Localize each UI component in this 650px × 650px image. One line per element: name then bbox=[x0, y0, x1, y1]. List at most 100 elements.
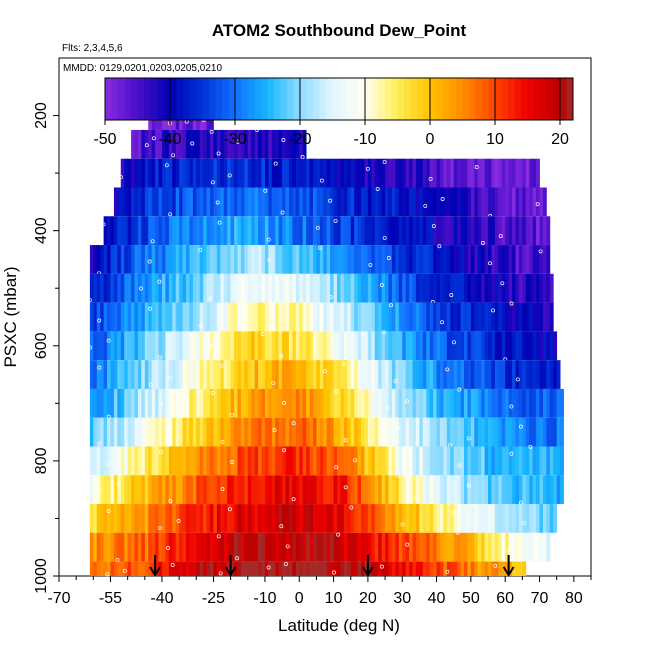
measurement-point bbox=[440, 320, 444, 325]
heatmap-cell bbox=[134, 245, 139, 274]
heatmap-cell bbox=[244, 216, 249, 246]
heatmap-cell bbox=[453, 331, 458, 361]
heatmap-cell bbox=[247, 417, 252, 447]
heatmap-cell bbox=[501, 158, 506, 188]
heatmap-cell bbox=[501, 273, 506, 303]
measurement-point bbox=[170, 562, 175, 567]
heatmap-cell bbox=[234, 388, 238, 418]
heatmap-cell bbox=[295, 158, 300, 188]
heatmap-cell bbox=[165, 273, 170, 303]
measurement-point bbox=[317, 245, 322, 250]
heatmap-cell bbox=[323, 561, 328, 576]
flights-label: Flts: 2,3,4,5,6 bbox=[62, 43, 123, 54]
heatmap-cell bbox=[330, 245, 334, 274]
heatmap-cell bbox=[275, 360, 280, 389]
heatmap-cell bbox=[137, 331, 142, 361]
heatmap-cell bbox=[470, 187, 475, 217]
heatmap-cell bbox=[385, 158, 389, 188]
heatmap-cell bbox=[179, 504, 183, 533]
heatmap-cell bbox=[398, 504, 403, 533]
heatmap-cell bbox=[488, 388, 492, 418]
heatmap-cell bbox=[501, 388, 506, 418]
heatmap-cell bbox=[275, 504, 280, 533]
heatmap-cell bbox=[419, 360, 424, 389]
heatmap-cell bbox=[446, 331, 451, 361]
heatmap-cell bbox=[474, 360, 479, 389]
heatmap-cell bbox=[395, 532, 400, 562]
measurement-point bbox=[168, 498, 173, 503]
heatmap-cell bbox=[542, 245, 547, 274]
heatmap-cell bbox=[474, 158, 479, 188]
heatmap-cell bbox=[251, 388, 256, 418]
heatmap-cell bbox=[185, 245, 190, 274]
heatmap-cell bbox=[539, 417, 544, 447]
heatmap-cell bbox=[354, 360, 358, 389]
measurement-point bbox=[328, 294, 333, 299]
heatmap-cell bbox=[288, 417, 293, 447]
heatmap-cell bbox=[285, 331, 290, 361]
heatmap-cell bbox=[443, 446, 448, 476]
heatmap-cell bbox=[179, 475, 183, 505]
heatmap-cell bbox=[467, 446, 472, 476]
heatmap-cell bbox=[484, 187, 489, 217]
heatmap-cell bbox=[254, 273, 259, 303]
heatmap-cell bbox=[113, 245, 118, 274]
heatmap-cell bbox=[367, 504, 372, 533]
heatmap-cell bbox=[124, 417, 129, 447]
heatmap-cell bbox=[395, 245, 400, 274]
heatmap-cell bbox=[367, 273, 372, 303]
heatmap-cell bbox=[213, 273, 218, 303]
heatmap-cell bbox=[539, 475, 544, 505]
heatmap-cell bbox=[261, 360, 266, 389]
heatmap-cell bbox=[213, 561, 218, 576]
heatmap-cell bbox=[271, 129, 276, 159]
heatmap-cell bbox=[144, 360, 149, 389]
heatmap-cell bbox=[350, 475, 355, 505]
heatmap-cell bbox=[120, 532, 125, 562]
measurement-point bbox=[431, 224, 436, 229]
heatmap-cell bbox=[158, 129, 163, 159]
heatmap-cell bbox=[234, 475, 238, 505]
colorbar-segment bbox=[111, 78, 119, 120]
heatmap-cell bbox=[144, 446, 149, 476]
measurement-point bbox=[176, 519, 181, 523]
heatmap-cell bbox=[371, 360, 376, 389]
measurement-point bbox=[445, 569, 450, 574]
heatmap-cell bbox=[330, 417, 334, 447]
heatmap-cell bbox=[302, 245, 307, 274]
heatmap-cell bbox=[378, 561, 383, 576]
heatmap-cell bbox=[453, 532, 458, 562]
colorbar-segment bbox=[417, 78, 424, 120]
heatmap-cell bbox=[347, 504, 352, 533]
heatmap-cell bbox=[439, 273, 444, 303]
measurement-point bbox=[271, 380, 276, 385]
heatmap-cell bbox=[258, 187, 262, 217]
heatmap-cell bbox=[172, 388, 177, 418]
heatmap-cell bbox=[422, 561, 427, 576]
heatmap-cell bbox=[412, 446, 417, 476]
heatmap-cell bbox=[436, 158, 441, 188]
heatmap-cell bbox=[134, 388, 139, 418]
colorbar-tick-label: -10 bbox=[353, 131, 376, 148]
heatmap-cell bbox=[285, 504, 290, 533]
heatmap-cell bbox=[141, 504, 146, 533]
heatmap-cell bbox=[446, 187, 451, 217]
heatmap-cell bbox=[460, 216, 465, 246]
heatmap-cell bbox=[477, 446, 482, 476]
measurement-point bbox=[343, 438, 348, 443]
heatmap-cell bbox=[505, 360, 510, 389]
heatmap-cell bbox=[110, 561, 115, 576]
heatmap-cell bbox=[405, 158, 410, 188]
colorbar-segment bbox=[508, 78, 515, 120]
heatmap-cell bbox=[515, 561, 520, 576]
heatmap-cell bbox=[185, 273, 190, 303]
heatmap-cell bbox=[137, 475, 142, 505]
heatmap-cell bbox=[155, 216, 159, 246]
heatmap-cell bbox=[210, 417, 214, 447]
heatmap-cell bbox=[295, 216, 300, 246]
heatmap-cell bbox=[261, 504, 266, 533]
heatmap-cell bbox=[439, 532, 444, 562]
heatmap-cell bbox=[189, 446, 194, 476]
measurement-point bbox=[291, 421, 296, 426]
heatmap-cell bbox=[350, 532, 355, 562]
